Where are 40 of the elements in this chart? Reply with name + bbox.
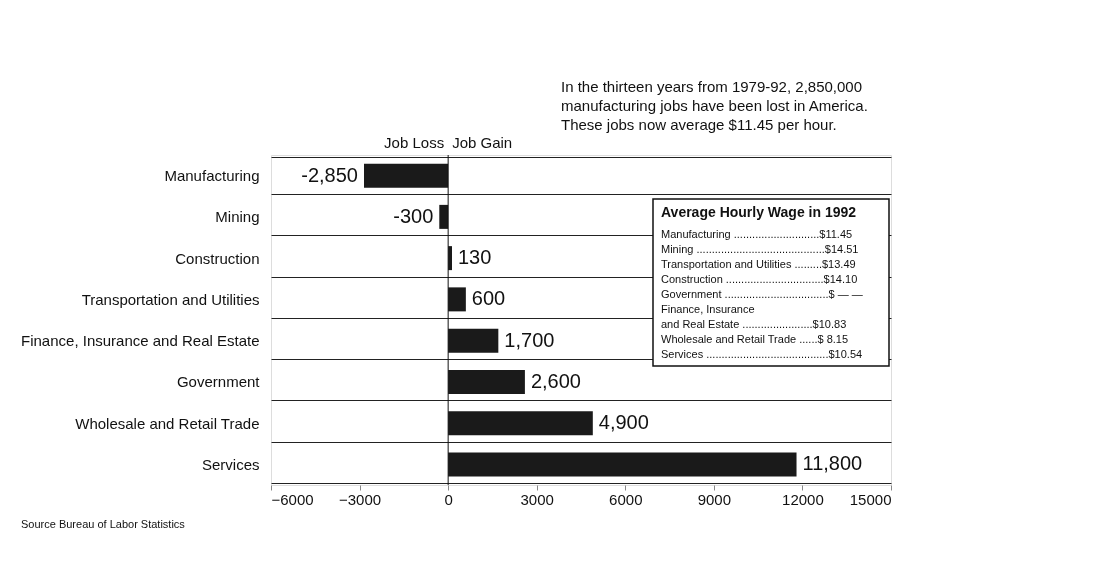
source-note: Source Bureau of Labor Statistics [21, 518, 186, 530]
x-tick-label: 15000 [849, 490, 892, 508]
text: Job Gain [452, 134, 513, 151]
y-tick-label: Mining [215, 208, 260, 226]
annotation: Services ........................................$10.54 [661, 348, 863, 360]
annotation: Construction ................................$14.10 [661, 273, 858, 285]
annotation: Manufacturing ............................$11.45 [661, 228, 853, 240]
x-tick-label: 0 [444, 490, 453, 508]
x-tick-label: 9000 [697, 490, 732, 508]
y-tick-label: Government [176, 373, 261, 391]
x-tick-label: 3000 [520, 490, 554, 508]
x-tick-label: 12000 [782, 490, 824, 508]
data-label: 130 [457, 246, 492, 269]
y-tick-label: Finance, Insurance and Real Estate [21, 332, 260, 350]
data-label: -2,850 [301, 163, 358, 186]
annotation: Finance, Insurance [661, 303, 755, 315]
data-label: -300 [393, 204, 434, 227]
data-label: 2,600 [530, 369, 581, 392]
annotation: Mining ..........................................$14.51 [661, 243, 859, 255]
annotation: and Real Estate .......................$10.83 [661, 318, 847, 330]
data-label: 4,900 [598, 411, 649, 434]
annotation: Government ..................................$ — — [661, 288, 863, 300]
y-tick-label: Construction [175, 249, 260, 267]
y-tick-label: Transportation and Utilities [81, 290, 260, 308]
annotation: Wholesale and Retail Trade ......$ 8.15 [661, 333, 849, 345]
y-tick-label: Wholesale and Retail Trade [75, 414, 260, 432]
x-tick-label: −6000 [271, 490, 314, 508]
annotation: Average Hourly Wage in 1992 [661, 204, 857, 220]
x-tick-label: 6000 [609, 490, 643, 508]
annotation: Transportation and Utilities .........$13.49 [661, 258, 856, 270]
text: Job Loss [384, 134, 445, 151]
data-label: 1,700 [504, 328, 555, 351]
y-tick-label: Services [201, 455, 260, 473]
x-tick-label: −3000 [339, 490, 382, 508]
text: These jobs now average $11.45 per hour. [561, 116, 837, 133]
data-label: 600 [471, 287, 506, 310]
y-tick-label: Manufacturing [164, 167, 260, 185]
text: In the thirteen years from 1979-92, 2,850,000 [561, 78, 863, 95]
data-label: 11,800 [802, 452, 863, 475]
text: manufacturing jobs have been lost in America. [561, 97, 868, 114]
